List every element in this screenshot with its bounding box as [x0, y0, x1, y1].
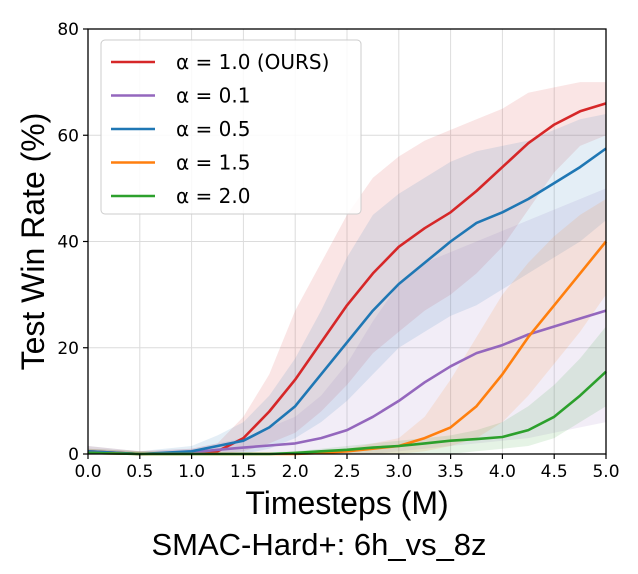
y-axis-label: Test Win Rate (%) — [15, 113, 51, 371]
series-line-1 — [87, 309, 607, 456]
x-tick-label: 2.0 — [282, 462, 309, 482]
x-tick-label: 1.5 — [230, 462, 257, 482]
y-tick-label: 60 — [57, 126, 79, 146]
x-tick-label: 2.5 — [333, 462, 360, 482]
legend: α = 1.0 (OURS) α = 0.1 α = 0.5 α = 1.5 α = 2… — [100, 39, 362, 215]
series-band-2 — [88, 114, 606, 454]
series-line-0 — [87, 102, 607, 456]
series-band-0 — [88, 82, 606, 454]
chart-title: SMAC-Hard+: 6h_vs_8z — [151, 527, 487, 562]
x-axis-ticks: 0.0 0.5 1.0 1.5 2.0 2.5 3.0 3.5 4.0 4.5 5.0 — [74, 454, 620, 482]
legend-entry-2: α = 0.5 — [176, 117, 250, 141]
legend-box — [100, 39, 362, 215]
x-tick-label: 3.5 — [437, 462, 464, 482]
y-axis-ticks: 0 20 40 60 80 — [57, 20, 88, 465]
y-tick-label: 80 — [57, 20, 79, 40]
legend-entry-0: α = 1.0 (OURS) — [176, 50, 329, 74]
y-tick-label: 40 — [57, 233, 79, 253]
legend-entry-3: α = 1.5 — [176, 151, 250, 175]
series-band-1 — [88, 188, 606, 454]
x-tick-label: 0.5 — [126, 462, 153, 482]
legend-entry-1: α = 0.1 — [176, 84, 250, 108]
x-tick-label: 4.0 — [489, 462, 516, 482]
y-tick-label: 20 — [57, 339, 79, 359]
legend-entry-4: α = 2.0 — [176, 184, 250, 208]
x-tick-label: 0.0 — [74, 462, 101, 482]
series-band-3 — [88, 199, 606, 454]
confidence-bands — [88, 82, 606, 454]
x-axis-label: Timesteps (M) — [245, 485, 448, 521]
x-tick-label: 1.0 — [178, 462, 205, 482]
series-line-2 — [87, 147, 607, 456]
x-tick-label: 3.0 — [385, 462, 412, 482]
x-tick-label: 4.5 — [541, 462, 568, 482]
x-tick-label: 5.0 — [592, 462, 619, 482]
y-tick-label: 0 — [68, 445, 79, 465]
